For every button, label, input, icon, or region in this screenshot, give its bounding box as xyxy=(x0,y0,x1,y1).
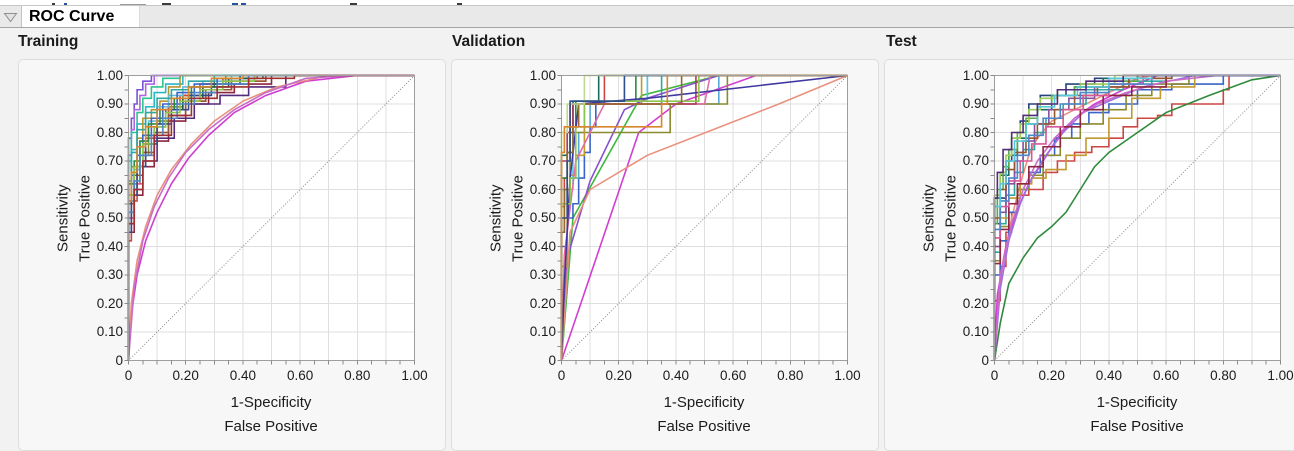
x-tick-label: 0.80 xyxy=(327,368,387,383)
x-tick-label: 0.40 xyxy=(646,368,706,383)
y-tick-label: 0.90 xyxy=(929,95,989,113)
y-tick-label: 0.40 xyxy=(63,238,123,256)
x-axis-label-line1: 1-Specificity xyxy=(121,394,421,411)
y-tick-label: 1.00 xyxy=(929,67,989,85)
y-tick-label: 0.10 xyxy=(929,323,989,341)
y-tick-label: 0 xyxy=(496,352,556,370)
y-tick-label: 0.80 xyxy=(496,124,556,142)
y-tick-label: 0.70 xyxy=(63,152,123,170)
y-tick-label: 0.20 xyxy=(496,295,556,313)
y-tick-label: 0 xyxy=(929,352,989,370)
x-tick-label: 1.00 xyxy=(385,368,445,383)
outline-title-label: ROC Curve xyxy=(29,8,114,26)
roc-plot-training[interactable] xyxy=(121,70,421,368)
y-tick-label: 0 xyxy=(63,352,123,370)
x-tick-label: 0.20 xyxy=(589,368,649,383)
y-tick-label: 0.30 xyxy=(929,266,989,284)
y-tick-label: 0.90 xyxy=(63,95,123,113)
y-tick-label: 0.70 xyxy=(929,152,989,170)
y-tick-label: 0.40 xyxy=(496,238,556,256)
disclosure-triangle-icon[interactable] xyxy=(3,11,18,24)
y-tick-label: 0.20 xyxy=(63,295,123,313)
y-tick-label: 0.60 xyxy=(496,181,556,199)
y-tick-label: 0.90 xyxy=(496,95,556,113)
x-axis-label-line2: False Positive xyxy=(987,418,1287,435)
x-tick-label: 0.80 xyxy=(1193,368,1253,383)
y-tick-label: 0.30 xyxy=(496,266,556,284)
y-tick-label: 0.60 xyxy=(63,181,123,199)
x-tick-label: 0.60 xyxy=(270,368,330,383)
y-axis-tick-labels: 0 0.10 0.20 0.30 0.40 0.50 0.60 0.70 0.80 0.90 1.0… xyxy=(486,70,556,368)
outline-title[interactable]: ROC Curve xyxy=(21,6,140,27)
y-tick-label: 0.30 xyxy=(63,266,123,284)
y-tick-label: 0.50 xyxy=(929,209,989,227)
y-tick-label: 0.20 xyxy=(929,295,989,313)
x-tick-label: 1.00 xyxy=(1251,368,1294,383)
y-tick-label: 0.10 xyxy=(496,323,556,341)
x-tick-label: 0.20 xyxy=(156,368,216,383)
x-tick-label: 0 xyxy=(965,368,1025,383)
x-axis-label-line1: 1-Specificity xyxy=(554,394,854,411)
y-tick-label: 1.00 xyxy=(63,67,123,85)
x-axis-label-line1: 1-Specificity xyxy=(987,394,1287,411)
y-axis-tick-labels: 0 0.10 0.20 0.30 0.40 0.50 0.60 0.70 0.80 0.90 1.0… xyxy=(919,70,989,368)
x-tick-label: 0.40 xyxy=(1079,368,1139,383)
y-tick-label: 0.10 xyxy=(63,323,123,341)
y-axis-tick-labels: 0 0.10 0.20 0.30 0.40 0.50 0.60 0.70 0.80 0.90 1.0… xyxy=(53,70,123,368)
x-tick-label: 0 xyxy=(532,368,592,383)
y-tick-label: 0.40 xyxy=(929,238,989,256)
y-tick-label: 0.50 xyxy=(63,209,123,227)
x-tick-label: 0.60 xyxy=(703,368,763,383)
x-tick-label: 0.20 xyxy=(1022,368,1082,383)
panel-title-test: Test xyxy=(886,33,917,51)
x-tick-label: 0.80 xyxy=(760,368,820,383)
y-tick-label: 1.00 xyxy=(496,67,556,85)
x-tick-label: 0.40 xyxy=(213,368,273,383)
y-tick-label: 0.80 xyxy=(63,124,123,142)
x-axis-label-line2: False Positive xyxy=(554,418,854,435)
y-tick-label: 0.70 xyxy=(496,152,556,170)
y-tick-label: 0.50 xyxy=(496,209,556,227)
panel-title-validation: Validation xyxy=(452,33,525,51)
roc-plot-validation[interactable] xyxy=(554,70,854,368)
x-tick-label: 0.60 xyxy=(1136,368,1196,383)
roc-plot-test[interactable] xyxy=(987,70,1287,368)
y-tick-label: 0.80 xyxy=(929,124,989,142)
outline-header: ROC Curve xyxy=(0,5,1294,28)
panel-title-training: Training xyxy=(18,33,78,51)
x-tick-label: 0 xyxy=(99,368,159,383)
x-tick-label: 1.00 xyxy=(818,368,878,383)
y-tick-label: 0.60 xyxy=(929,181,989,199)
x-axis-label-line2: False Positive xyxy=(121,418,421,435)
